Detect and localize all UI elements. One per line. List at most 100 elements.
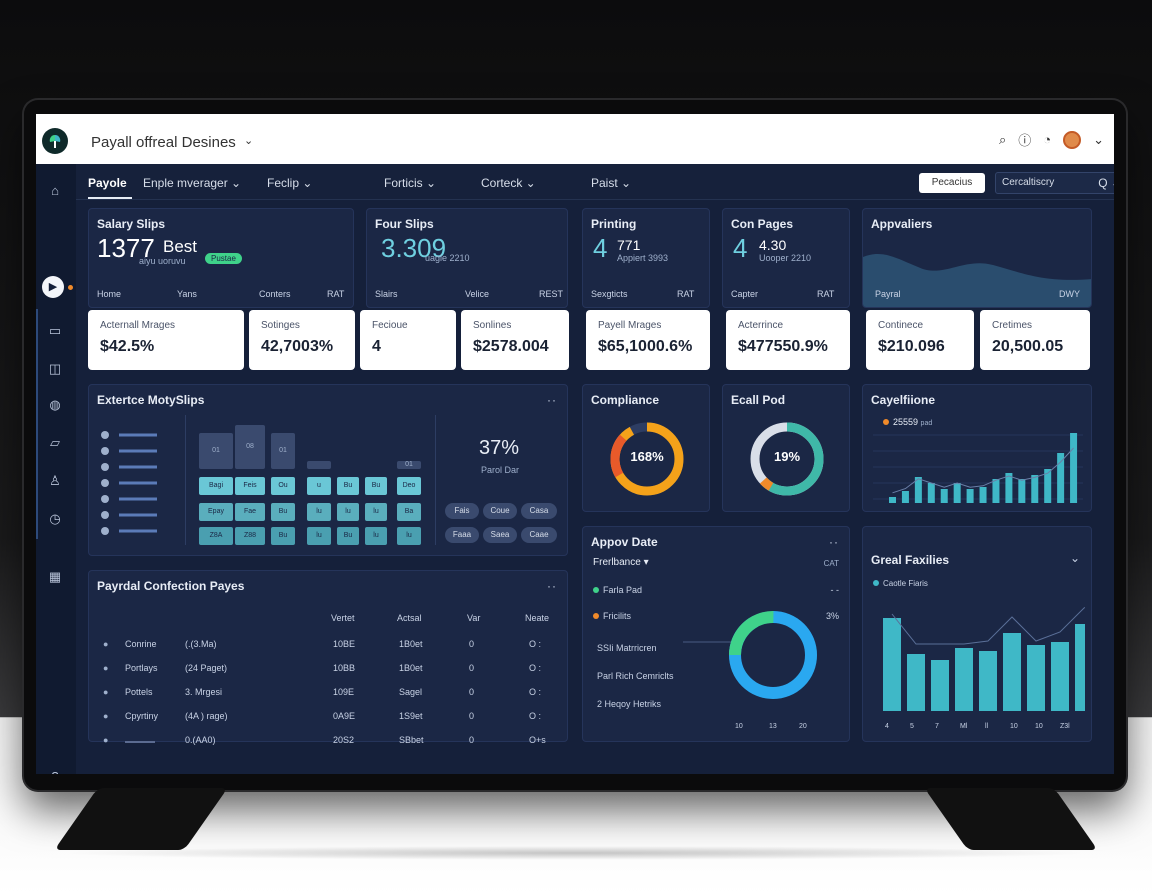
user-icon[interactable]: ♙: [49, 473, 61, 488]
kpi-label: Fecioue: [372, 320, 408, 331]
bar: [1005, 473, 1013, 503]
main-nav: Payole Enple mverager ⌄ Feclip ⌄ Fortici…: [76, 164, 1114, 200]
legend-dot: [883, 419, 889, 425]
nav-tab-enple[interactable]: Enple mverager ⌄: [143, 176, 242, 190]
col-header: Neate: [525, 613, 550, 623]
grid-square[interactable]: lu: [307, 527, 331, 545]
grid-square[interactable]: Bu: [337, 527, 359, 545]
x-tick: 5: [910, 723, 914, 730]
bar: [979, 487, 987, 503]
row-cell[interactable]: O+s: [529, 735, 546, 745]
bus-icon[interactable]: ◫: [48, 361, 62, 376]
app-logo[interactable]: [42, 128, 68, 154]
grid-square[interactable]: Bu: [337, 477, 359, 495]
kpi-value: $65,1000.6%: [598, 338, 693, 355]
chip[interactable]: Casa: [521, 503, 557, 519]
megaphone-icon[interactable]: ⌂: [51, 183, 59, 198]
row-cell[interactable]: O :: [529, 663, 542, 673]
kpi-card[interactable]: Cretimes 20,500.05: [980, 310, 1090, 370]
grid-square[interactable]: lu: [365, 527, 387, 545]
bar: [940, 489, 948, 503]
grid-square[interactable]: 01: [271, 433, 295, 469]
grid-square[interactable]: Ba: [397, 503, 421, 521]
chip[interactable]: Caae: [521, 527, 557, 543]
grid-square[interactable]: Bu: [365, 477, 387, 495]
grid-square[interactable]: lu: [397, 527, 421, 545]
chip[interactable]: Faaa: [445, 527, 479, 543]
kpi-card[interactable]: Sonlines $2578.004: [461, 310, 569, 370]
row-cell[interactable]: O :: [529, 711, 542, 721]
pecacius-button[interactable]: Pecacius: [919, 173, 985, 193]
row-status-dot: ●: [103, 711, 109, 721]
play-icon[interactable]: ▶: [42, 276, 64, 298]
kpi-card[interactable]: Continece $210.096: [866, 310, 974, 370]
grid-square[interactable]: 08: [235, 425, 265, 469]
col-label: Conters: [259, 289, 291, 299]
row-cell[interactable]: O :: [529, 687, 542, 697]
x-tick: 10: [1010, 723, 1018, 730]
kpi-card[interactable]: Acternall Mrages $42.5%: [88, 310, 244, 370]
grid-square[interactable]: 01: [199, 433, 233, 469]
bar: [1031, 475, 1039, 503]
clock-icon[interactable]: ◔: [1043, 132, 1052, 147]
chip[interactable]: Fais: [445, 503, 479, 519]
grid-square[interactable]: Ou: [271, 477, 295, 495]
row-cell: 1S9et: [399, 711, 423, 721]
bar: [901, 491, 909, 503]
avatar[interactable]: [1063, 130, 1082, 149]
x-tick: 20: [799, 723, 807, 730]
card-title: Con Pages: [731, 217, 794, 231]
nav-tab-corteck[interactable]: Corteck ⌄: [481, 176, 536, 190]
kpi-card[interactable]: Fecioue 4: [360, 310, 456, 370]
legend-label: Caotle Fiaris: [883, 579, 928, 588]
search-icon[interactable]: ⌕: [998, 131, 1007, 147]
kpi-card[interactable]: Acterrince $477550.9%: [726, 310, 850, 370]
more-icon[interactable]: ··: [829, 535, 839, 549]
grid-square[interactable]: Z8A: [199, 527, 233, 545]
help-icon[interactable]: ?: [46, 768, 64, 774]
search-input[interactable]: Cercaltiscry Q ⌄: [995, 172, 1114, 194]
chevron-down-icon[interactable]: ⌄: [244, 135, 254, 147]
grid-square[interactable]: Feis: [235, 477, 265, 495]
nav-tab-paist[interactable]: Paist ⌄: [591, 176, 632, 190]
grid-square[interactable]: Deo: [397, 477, 421, 495]
chip[interactable]: Coue: [483, 503, 517, 519]
clipboard-icon[interactable]: ▭: [48, 323, 62, 338]
app-title[interactable]: Payall offreal Desines: [91, 134, 236, 151]
grid-square[interactable]: Bagi: [199, 477, 233, 495]
frerlbance-dropdown[interactable]: Frerlbance ▾: [593, 557, 649, 568]
chevron-down-icon[interactable]: ⌄: [1069, 551, 1081, 565]
kpi-card[interactable]: Payell Mrages $65,1000.6%: [586, 310, 710, 370]
payroll-collection-card: Payrdal Confection Payes ·· Vertet Actsa…: [88, 570, 568, 745]
nav-tab-feclip[interactable]: Feclip ⌄: [267, 176, 313, 190]
grid-square[interactable]: 01: [397, 461, 421, 469]
grid-square[interactable]: Bu: [271, 527, 295, 545]
globe-icon[interactable]: ◍: [49, 397, 61, 412]
timer-icon[interactable]: ◷: [49, 511, 61, 526]
more-icon[interactable]: ··: [547, 579, 557, 593]
grid-square[interactable]: Z88: [235, 527, 265, 545]
col-header: Var: [467, 613, 481, 623]
nav-tab-forticis[interactable]: Forticis ⌄: [384, 176, 437, 190]
nav-tab-payole[interactable]: Payole: [88, 176, 127, 190]
grid-square[interactable]: u: [307, 477, 331, 495]
building-icon[interactable]: ▦: [48, 569, 62, 584]
grid-square[interactable]: Bu: [271, 503, 295, 521]
search-icon[interactable]: Q ⌄: [1098, 176, 1114, 190]
info-icon[interactable]: ⓘ: [1018, 133, 1032, 148]
grid-square[interactable]: lu: [337, 503, 359, 521]
kpi-card[interactable]: Sotinges 42,7003%: [249, 310, 355, 370]
chevron-down-icon[interactable]: ⌄: [1093, 131, 1104, 147]
grid-square[interactable]: lu: [307, 503, 331, 521]
folder-icon[interactable]: ▱: [50, 435, 60, 450]
grid-square[interactable]: Fae: [235, 503, 265, 521]
more-icon[interactable]: ··: [547, 393, 557, 407]
col-header: Actsal: [397, 613, 422, 623]
grid-square[interactable]: Epay: [199, 503, 233, 521]
grid-square[interactable]: lu: [365, 503, 387, 521]
chip[interactable]: Saea: [483, 527, 517, 543]
divider: [683, 641, 733, 643]
row-cell[interactable]: O :: [529, 639, 542, 649]
row-status-dot: ●: [103, 687, 109, 697]
grid-square[interactable]: [307, 461, 331, 469]
